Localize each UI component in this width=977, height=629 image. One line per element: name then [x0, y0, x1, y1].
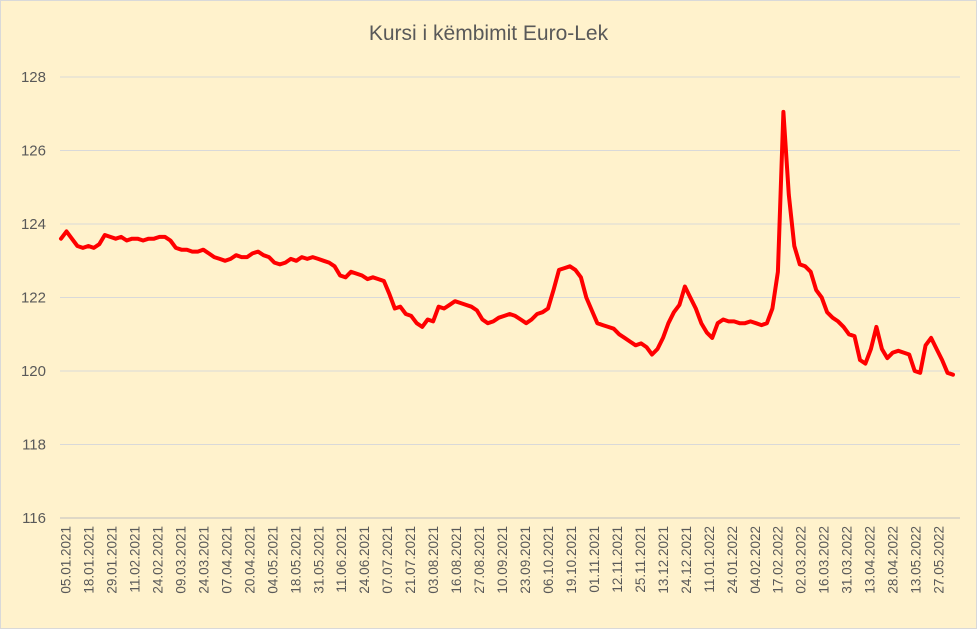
x-tick-label: 11.02.2021 [127, 526, 142, 593]
x-tick-label: 31.03.2022 [840, 526, 855, 594]
y-tick-label: 118 [22, 437, 46, 454]
x-tick-label: 10.09.2021 [495, 526, 510, 594]
x-tick-label: 03.08.2021 [426, 526, 441, 594]
x-tick-label: 16.08.2021 [449, 526, 464, 594]
chart-title: Kursi i këmbimit Euro-Lek [368, 22, 609, 45]
x-tick-label: 24.01.2022 [725, 526, 740, 594]
y-tick-label: 122 [21, 290, 46, 307]
x-tick-label: 09.03.2021 [173, 526, 188, 594]
x-tick-label: 04.05.2021 [265, 526, 280, 594]
x-tick-label: 13.12.2021 [656, 526, 671, 594]
x-tick-label: 27.08.2021 [472, 526, 487, 594]
x-tick-label: 02.03.2022 [794, 526, 809, 594]
x-tick-label: 25.11.2021 [633, 526, 648, 593]
x-tick-label: 04.02.2022 [748, 526, 763, 594]
y-tick-label: 120 [21, 363, 46, 380]
x-tick-label: 13.05.2022 [909, 526, 924, 594]
x-tick-label: 21.07.2021 [403, 526, 418, 594]
x-tick-label: 20.04.2021 [242, 526, 257, 594]
x-tick-label: 18.05.2021 [288, 526, 303, 594]
x-tick-label: 24.02.2021 [150, 526, 165, 594]
series-line [59, 109, 955, 377]
y-tick-label: 128 [21, 69, 46, 86]
x-tick-label: 06.10.2021 [541, 526, 556, 594]
x-tick-label: 11.06.2021 [334, 526, 349, 593]
x-tick-label: 01.11.2021 [587, 526, 602, 593]
x-tick-label: 29.01.2021 [105, 526, 120, 594]
x-tick-label: 18.01.2021 [82, 526, 97, 594]
x-tick-label: 16.03.2022 [817, 526, 832, 594]
y-tick-label: 126 [21, 143, 46, 160]
x-tick-label: 31.05.2021 [311, 526, 326, 594]
y-tick-label: 116 [22, 510, 46, 527]
x-tick-label: 24.03.2021 [196, 526, 211, 594]
x-tick-label: 24.12.2021 [679, 526, 694, 594]
x-tick-label: 12.11.2021 [610, 526, 625, 593]
x-tick-label: 27.05.2022 [932, 526, 947, 594]
x-tick-label: 07.04.2021 [219, 526, 234, 594]
x-tick-label: 07.07.2021 [380, 526, 395, 594]
y-tick-label: 124 [21, 216, 46, 233]
x-tick-label: 23.09.2021 [518, 526, 533, 594]
x-tick-label: 05.01.2021 [59, 526, 74, 594]
x-tick-label: 11.01.2022 [702, 526, 717, 593]
x-tick-label: 28.04.2022 [886, 526, 901, 594]
x-tick-label: 17.02.2022 [771, 526, 786, 594]
x-tick-label: 24.06.2021 [357, 526, 372, 594]
x-tick-label: 13.04.2022 [863, 526, 878, 594]
x-tick-label: 19.10.2021 [564, 526, 579, 594]
